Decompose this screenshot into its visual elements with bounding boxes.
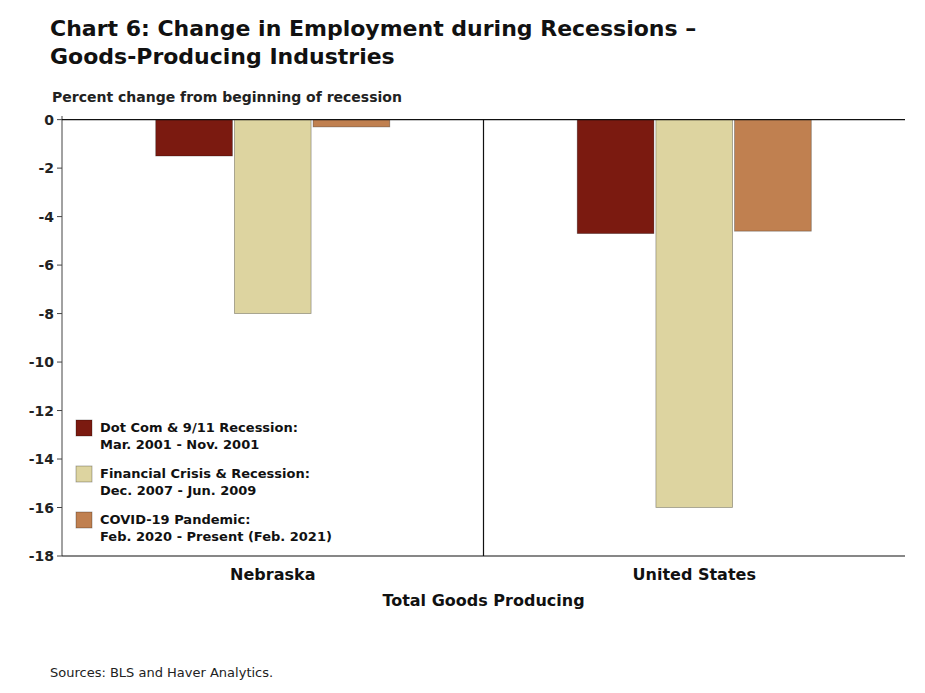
y-tick xyxy=(57,265,62,266)
bar xyxy=(313,120,390,127)
y-tick xyxy=(57,410,62,411)
y-tick-label: -8 xyxy=(38,306,54,322)
group-divider xyxy=(483,120,484,556)
chart: Chart 6: Change in Employment during Rec… xyxy=(0,0,925,693)
bar xyxy=(656,120,733,508)
y-tick xyxy=(57,313,62,314)
y-axis-line xyxy=(62,116,63,556)
y-tick xyxy=(57,459,62,460)
y-tick xyxy=(57,216,62,217)
y-tick-label: -10 xyxy=(29,354,55,370)
y-tick xyxy=(57,119,62,120)
y-tick-label: -18 xyxy=(29,548,54,564)
y-tick xyxy=(57,556,62,557)
legend: Dot Com & 9/11 Recession:Mar. 2001 - Nov… xyxy=(76,420,332,544)
y-tick-label: -4 xyxy=(38,209,54,225)
y-tick xyxy=(57,362,62,363)
x-axis-label: Total Goods Producing xyxy=(382,591,584,610)
y-tick xyxy=(57,507,62,508)
legend-swatch xyxy=(76,420,92,436)
x-tick-label: United States xyxy=(633,565,756,584)
source: Sources: BLS and Haver Analytics. xyxy=(50,665,273,680)
y-axis-label: Percent change from beginning of recessi… xyxy=(52,89,402,105)
y-tick-label: -6 xyxy=(38,257,54,273)
bar xyxy=(577,120,654,234)
title: Chart 6: Change in Employment during Rec… xyxy=(50,16,696,69)
bar xyxy=(735,120,812,232)
legend-swatch xyxy=(76,466,92,482)
y-tick-label: -14 xyxy=(29,451,55,467)
y-tick-label: 0 xyxy=(44,112,54,128)
bar xyxy=(156,120,233,156)
legend-label: COVID-19 Pandemic:Feb. 2020 - Present (F… xyxy=(100,512,332,544)
background xyxy=(0,0,925,693)
bar xyxy=(234,120,311,314)
legend-swatch xyxy=(76,512,92,528)
legend-label: Financial Crisis & Recession:Dec. 2007 -… xyxy=(100,466,310,498)
y-tick-label: -16 xyxy=(29,500,54,516)
x-tick-label: Nebraska xyxy=(230,565,315,584)
y-tick-label: -12 xyxy=(29,403,54,419)
y-tick xyxy=(57,168,62,169)
legend-label: Dot Com & 9/11 Recession:Mar. 2001 - Nov… xyxy=(100,420,298,452)
y-axis: 0 -2 -4 -6 -8 -10 -12 -14 -16 -18 xyxy=(29,112,62,564)
y-tick-label: -2 xyxy=(38,160,54,176)
